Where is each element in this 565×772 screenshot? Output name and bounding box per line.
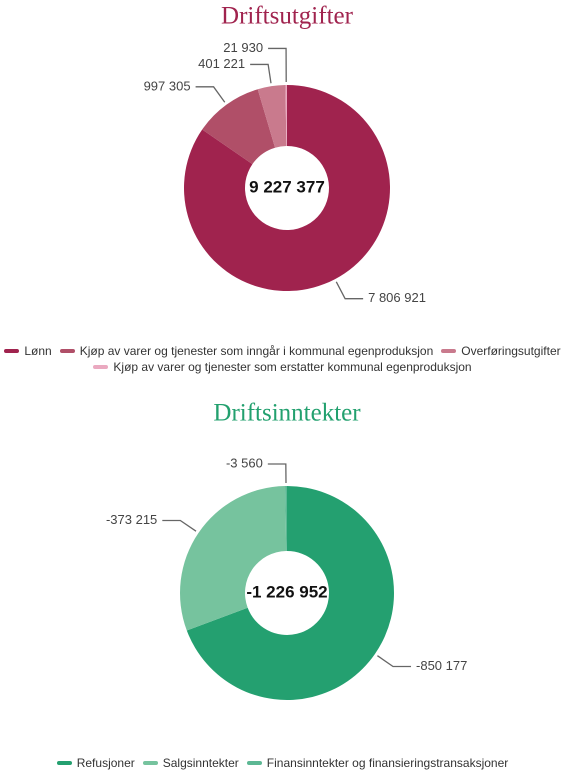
legend: Lønn Kjøp av varer og tjenester som inngå… — [0, 344, 565, 374]
legend-label: Overføringsutgifter — [461, 344, 561, 358]
legend-item: Overføringsutgifter — [441, 344, 561, 358]
leader-line — [267, 463, 287, 484]
value-label: 21 930 — [223, 40, 263, 55]
legend-item: Lønn — [4, 344, 52, 358]
leader-line — [250, 63, 272, 84]
legend-swatch — [142, 761, 158, 765]
legend-label: Lønn — [24, 344, 52, 358]
value-label: 401 221 — [198, 56, 245, 71]
legend-item: Kjøp av varer og tjenester som erstatter… — [93, 360, 472, 374]
leader-line — [162, 519, 197, 532]
leader-line — [195, 86, 226, 103]
slice — [257, 85, 287, 148]
legend-item: Kjøp av varer og tjenester som inngår i … — [59, 344, 434, 358]
legend-label: Kjøp av varer og tjenester som inngår i … — [79, 344, 434, 358]
legend-item: Finansinntekter og finansieringstransaks… — [246, 756, 509, 770]
value-label: -3 560 — [226, 455, 263, 470]
legend-swatch — [441, 349, 457, 353]
slice — [285, 85, 287, 147]
slice — [186, 486, 394, 700]
slice — [180, 486, 287, 631]
slice — [184, 85, 390, 292]
chart: Driftsutgifter 7 806 921 997 305 401 22121 … — [144, 3, 426, 305]
value-label: -373 215 — [106, 512, 157, 527]
leader-line — [377, 655, 412, 668]
legend: Refusjoner Salgsinntekter Finansinntekter … — [0, 756, 565, 770]
chart-title: Driftsinntekter — [213, 400, 361, 427]
leader-line — [268, 47, 287, 83]
slice — [285, 486, 287, 552]
leader-line — [335, 281, 364, 300]
legend-swatch — [93, 365, 109, 369]
chart-title: Driftsutgifter — [221, 3, 354, 30]
chart: Driftsinntekter -850 177 -373 215 -3 560 -1 … — [106, 400, 467, 700]
center-label: -1 226 952 — [246, 582, 327, 601]
legend-label: Kjøp av varer og tjenester som erstatter… — [113, 360, 472, 374]
legend-swatch — [56, 761, 72, 765]
slice — [202, 89, 276, 165]
legend-label: Finansinntekter og finansieringstransaks… — [266, 756, 509, 770]
value-label: 997 305 — [144, 78, 191, 93]
center-label: 9 227 377 — [249, 177, 325, 196]
legend-item: Salgsinntekter — [142, 756, 239, 770]
legend-swatch — [246, 761, 262, 765]
legend-item: Refusjoner — [56, 756, 135, 770]
legend-swatch — [59, 349, 75, 353]
value-label: -850 177 — [416, 658, 467, 673]
value-label: 7 806 921 — [368, 290, 426, 305]
legend-label: Salgsinntekter — [162, 756, 239, 770]
legend-swatch — [4, 349, 20, 353]
legend-label: Refusjoner — [76, 756, 135, 770]
